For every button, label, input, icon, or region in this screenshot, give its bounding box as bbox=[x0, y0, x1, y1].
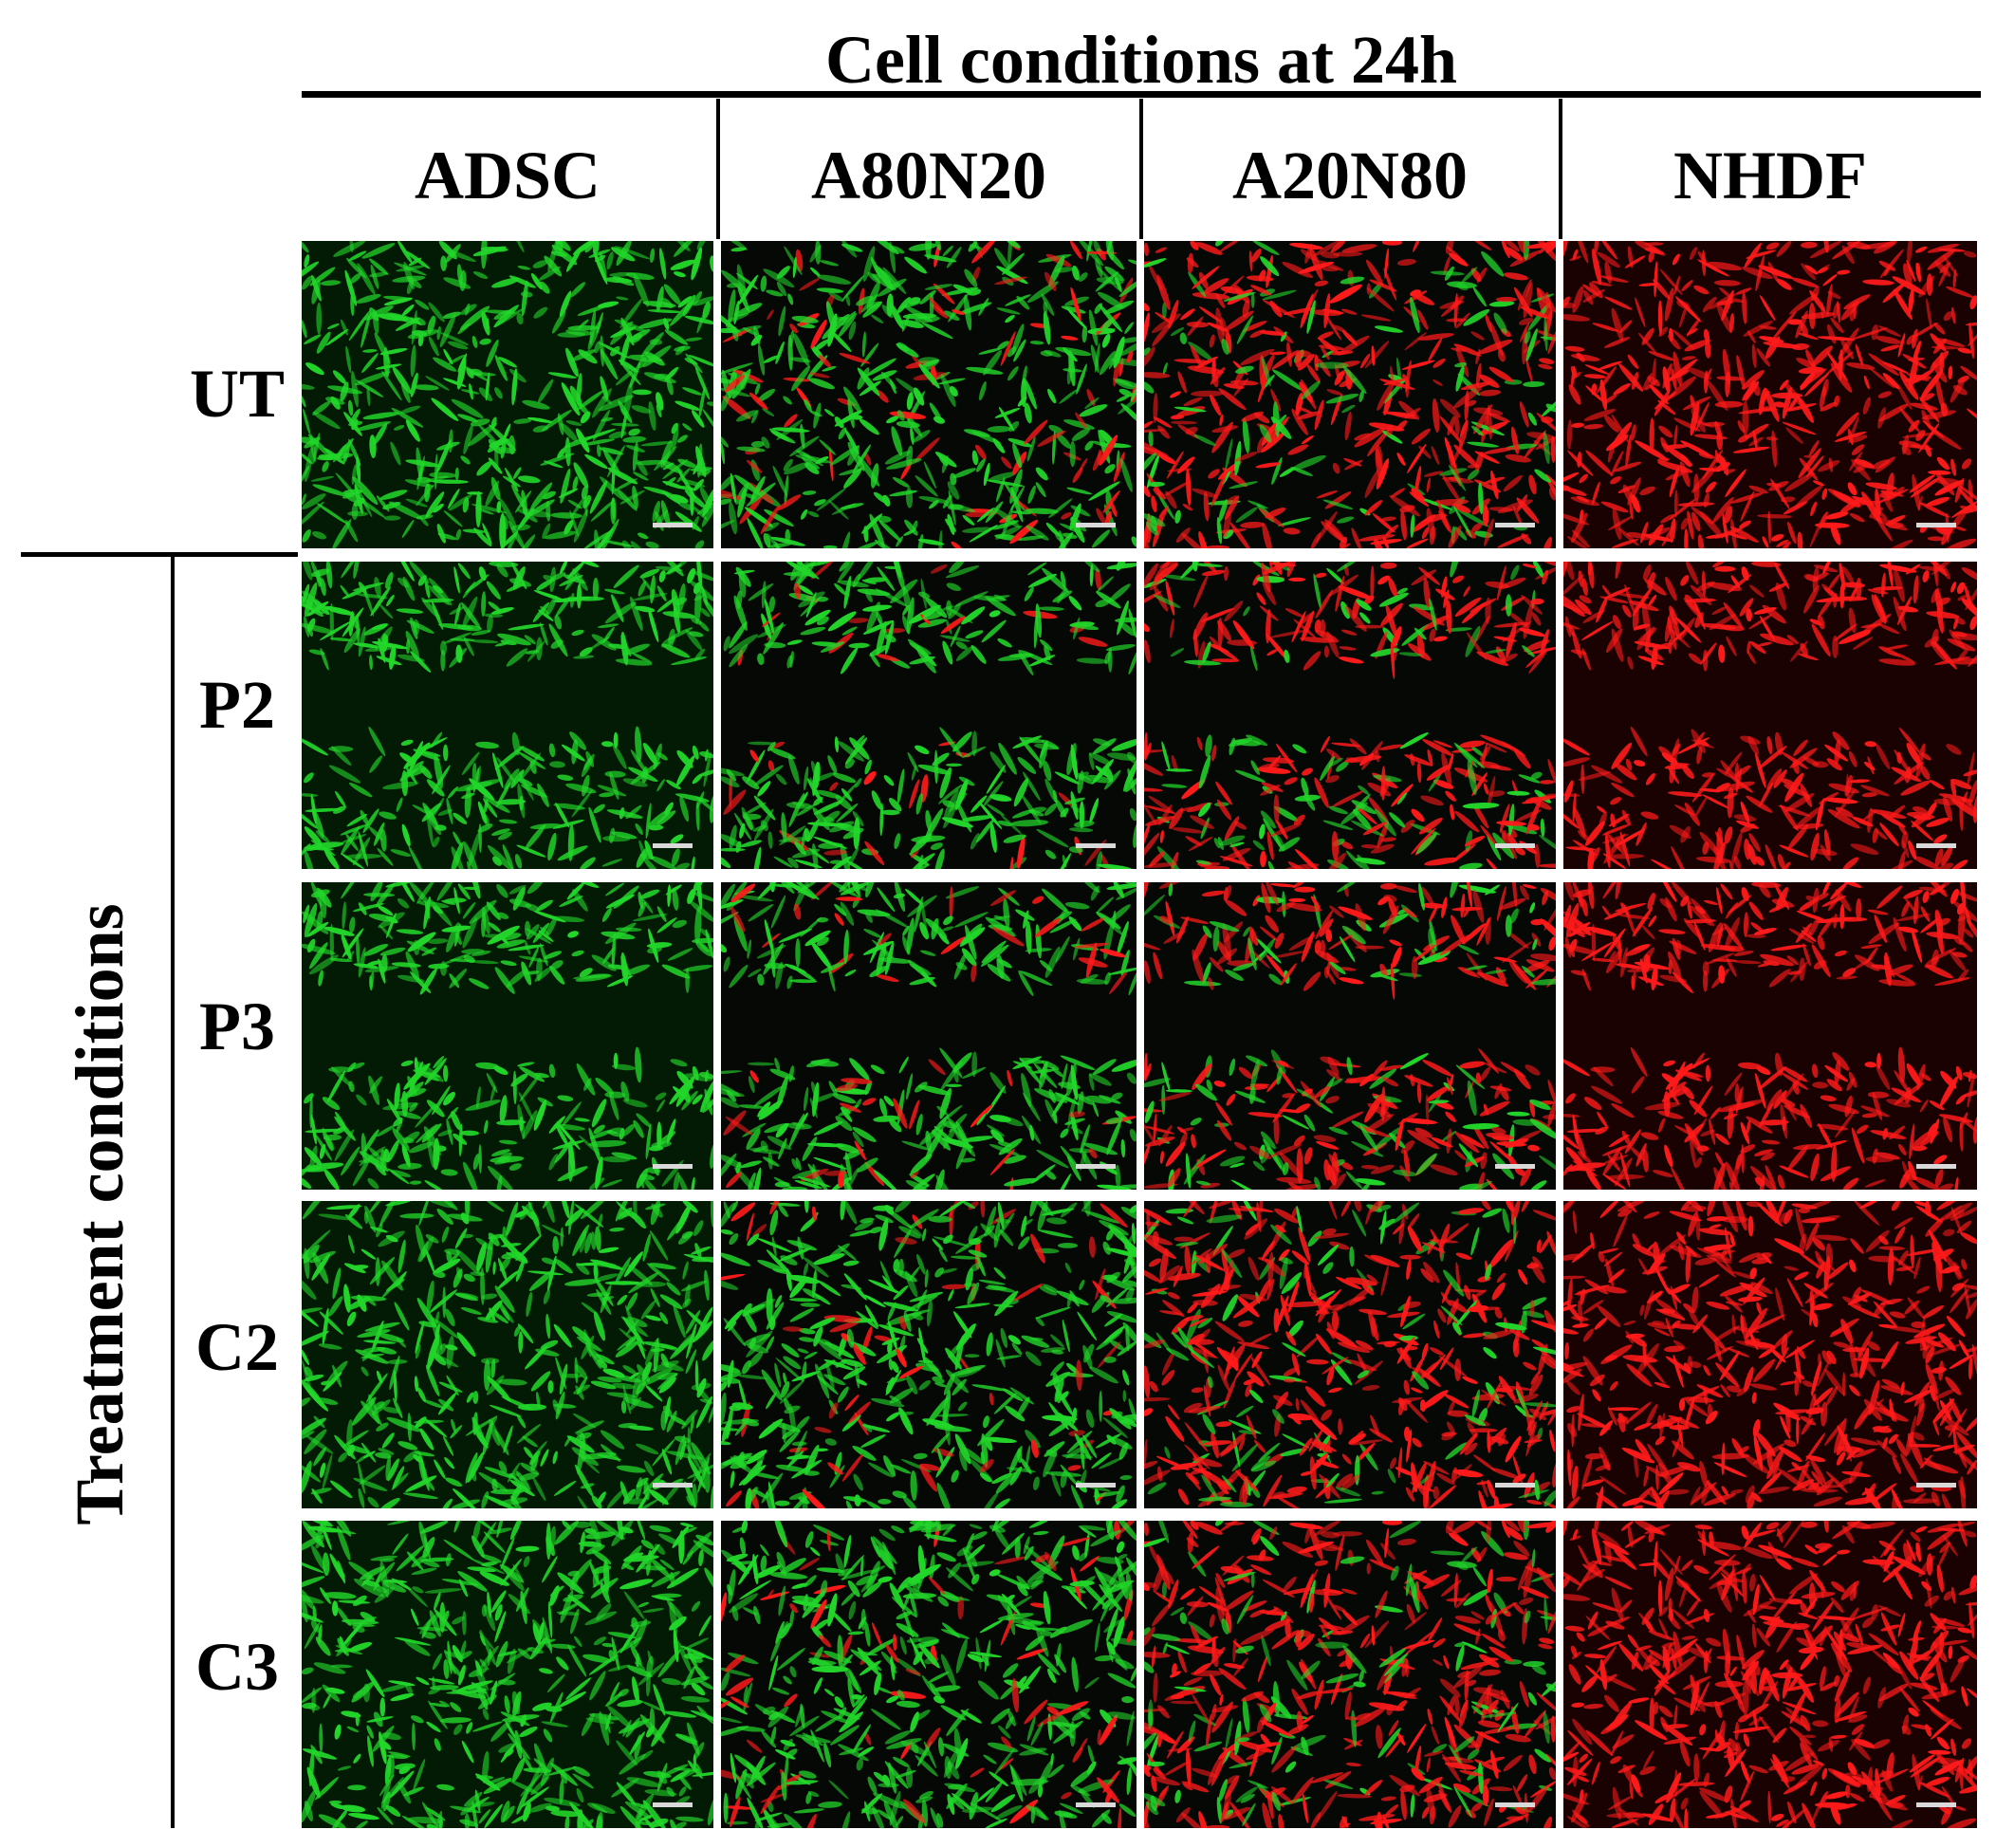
micrograph-c3-a20n80 bbox=[1144, 1521, 1556, 1828]
micrograph-p2-nhdf bbox=[1563, 562, 1977, 869]
row-header-ut: UT bbox=[189, 356, 286, 432]
micrograph-p2-a20n80 bbox=[1144, 562, 1556, 869]
scale-bar bbox=[1916, 843, 1956, 848]
scale-bar bbox=[653, 523, 693, 527]
column-header-nhdf: NHDF bbox=[1673, 138, 1867, 213]
micrograph-c3-adsc bbox=[302, 1521, 713, 1828]
row-header-c2: C2 bbox=[195, 1309, 279, 1385]
micrograph-c3-nhdf bbox=[1563, 1521, 1977, 1828]
scale-bar bbox=[1916, 1483, 1956, 1488]
scale-bar bbox=[653, 1164, 693, 1169]
scale-bar bbox=[1076, 843, 1116, 848]
micrograph-c2-a80n20 bbox=[721, 1201, 1137, 1508]
micrograph-p2-a80n20 bbox=[721, 562, 1137, 869]
scale-bar bbox=[1916, 523, 1956, 527]
scale-bar bbox=[653, 843, 693, 848]
scale-bar bbox=[1916, 1802, 1956, 1807]
micrograph-ut-a20n80 bbox=[1144, 241, 1556, 548]
column-header-a20n80: A20N80 bbox=[1232, 138, 1468, 213]
row-header-p2: P2 bbox=[199, 667, 275, 743]
micrograph-ut-nhdf bbox=[1563, 241, 1977, 548]
micrograph-p3-a80n20 bbox=[721, 882, 1137, 1190]
scale-bar bbox=[1076, 1164, 1116, 1169]
treatment-conditions-label: Treatment conditions bbox=[62, 903, 138, 1525]
column-header-separator bbox=[716, 99, 720, 239]
column-header-a80n20: A80N20 bbox=[811, 138, 1046, 213]
scale-bar bbox=[1495, 1483, 1535, 1488]
scale-bar bbox=[1495, 1164, 1535, 1169]
scale-bar bbox=[653, 1802, 693, 1807]
treatment-bracket-line bbox=[171, 557, 175, 1828]
column-header-separator bbox=[1139, 99, 1143, 239]
title-underline bbox=[302, 91, 1981, 98]
micrograph-p3-adsc bbox=[302, 882, 713, 1190]
micrograph-ut-adsc bbox=[302, 241, 713, 548]
treatment-divider-line bbox=[21, 552, 298, 557]
micrograph-p3-nhdf bbox=[1563, 882, 1977, 1190]
micrograph-ut-a80n20 bbox=[721, 241, 1137, 548]
figure-title: Cell conditions at 24h bbox=[824, 22, 1458, 98]
scale-bar bbox=[653, 1483, 693, 1488]
micrograph-c3-a80n20 bbox=[721, 1521, 1137, 1828]
micrograph-c2-adsc bbox=[302, 1201, 713, 1508]
scale-bar bbox=[1076, 1483, 1116, 1488]
scale-bar bbox=[1495, 843, 1535, 848]
column-header-adsc: ADSC bbox=[414, 138, 601, 213]
row-header-p3: P3 bbox=[199, 989, 275, 1064]
scale-bar bbox=[1495, 1802, 1535, 1807]
micrograph-c2-a20n80 bbox=[1144, 1201, 1556, 1508]
scale-bar bbox=[1495, 523, 1535, 527]
scale-bar bbox=[1076, 1802, 1116, 1807]
scale-bar bbox=[1076, 523, 1116, 527]
micrograph-c2-nhdf bbox=[1563, 1201, 1977, 1508]
row-header-c3: C3 bbox=[195, 1629, 279, 1705]
micrograph-p2-adsc bbox=[302, 562, 713, 869]
scale-bar bbox=[1916, 1164, 1956, 1169]
micrograph-p3-a20n80 bbox=[1144, 882, 1556, 1190]
column-header-separator bbox=[1559, 99, 1562, 239]
